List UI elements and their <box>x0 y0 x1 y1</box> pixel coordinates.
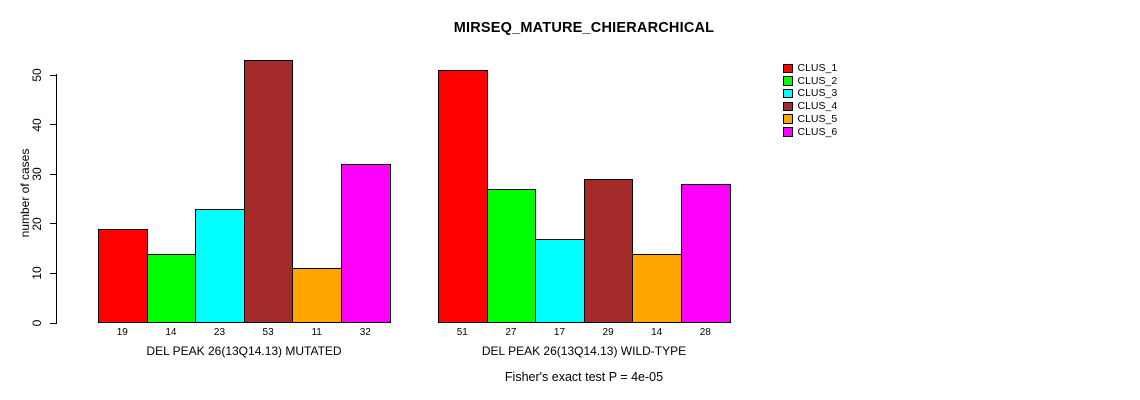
legend-label: CLUS_2 <box>797 74 838 87</box>
bar-value-label: 27 <box>505 327 517 338</box>
bar-value-label: 28 <box>699 327 711 338</box>
legend: CLUS_1 CLUS_2 CLUS_3 CLUS_4 CLUS_5 CLUS_6 <box>783 62 837 138</box>
legend-row: CLUS_1 <box>783 62 837 75</box>
legend-label: CLUS_5 <box>797 112 838 125</box>
legend-swatch-icon <box>783 101 793 112</box>
bar-value-label: 19 <box>116 327 128 338</box>
y-tick-label: 40 <box>30 117 44 132</box>
legend-swatch-icon <box>783 127 793 137</box>
y-tick-mark <box>50 173 56 175</box>
bar-clus_5-group1 <box>632 253 682 323</box>
bar-clus_5-group0 <box>292 268 342 323</box>
bar-value-label: 11 <box>311 327 322 338</box>
bar-clus_1-group1 <box>438 70 488 323</box>
chart-title: MIRSEQ_MATURE_CHIERARCHICAL <box>453 20 715 36</box>
y-tick-label: 10 <box>30 266 44 281</box>
bar-value-label: 17 <box>553 327 566 338</box>
legend-swatch-icon <box>783 88 793 99</box>
bar-clus_1-group0 <box>98 228 148 323</box>
y-tick-mark <box>50 322 56 324</box>
bar-clus_4-group1 <box>583 179 634 323</box>
group-label-mutated: DEL PEAK 26(13Q14.13) MUTATED <box>146 344 342 358</box>
legend-swatch-icon <box>783 76 793 86</box>
legend-swatch-icon <box>783 63 793 74</box>
bar-value-label: 51 <box>456 327 468 338</box>
bar-clus_3-group1 <box>535 238 585 323</box>
bar-clus_3-group0 <box>195 208 245 323</box>
y-tick-mark <box>50 272 56 274</box>
bar-value-label: 14 <box>165 327 177 338</box>
bar-value-label: 32 <box>359 327 371 338</box>
legend-row: CLUS_5 <box>783 113 837 126</box>
bar-clus_4-group0 <box>243 60 294 323</box>
bar-clus_2-group0 <box>146 253 197 323</box>
bar-clus_6-group1 <box>681 184 731 323</box>
bar-value-label: 53 <box>262 327 274 338</box>
legend-label: CLUS_6 <box>797 125 838 138</box>
y-tick-mark <box>50 74 56 76</box>
legend-label: CLUS_3 <box>797 87 838 100</box>
legend-row: CLUS_2 <box>783 75 837 88</box>
y-tick-label: 50 <box>30 68 44 82</box>
y-tick-label: 30 <box>30 167 44 181</box>
legend-label: CLUS_1 <box>797 62 838 75</box>
y-axis-line <box>56 74 57 324</box>
y-tick-label: 20 <box>30 217 44 231</box>
legend-row: CLUS_6 <box>783 125 837 138</box>
y-tick-mark <box>50 124 56 126</box>
legend-swatch-icon <box>783 114 793 124</box>
y-tick-mark <box>50 223 56 225</box>
bar-value-label: 23 <box>213 327 226 338</box>
bar-value-label: 29 <box>602 327 614 338</box>
legend-label: CLUS_4 <box>797 100 838 113</box>
legend-row: CLUS_4 <box>783 100 837 113</box>
legend-row: CLUS_3 <box>783 87 837 100</box>
fisher-test-annotation: Fisher's exact test P = 4e-05 <box>504 370 664 384</box>
y-tick-label: 0 <box>30 319 44 327</box>
bar-value-label: 14 <box>651 327 663 338</box>
group-label-wildtype: DEL PEAK 26(13Q14.13) WILD-TYPE <box>481 344 687 358</box>
bar-clus_6-group0 <box>341 164 391 323</box>
bar-clus_2-group1 <box>486 189 537 323</box>
